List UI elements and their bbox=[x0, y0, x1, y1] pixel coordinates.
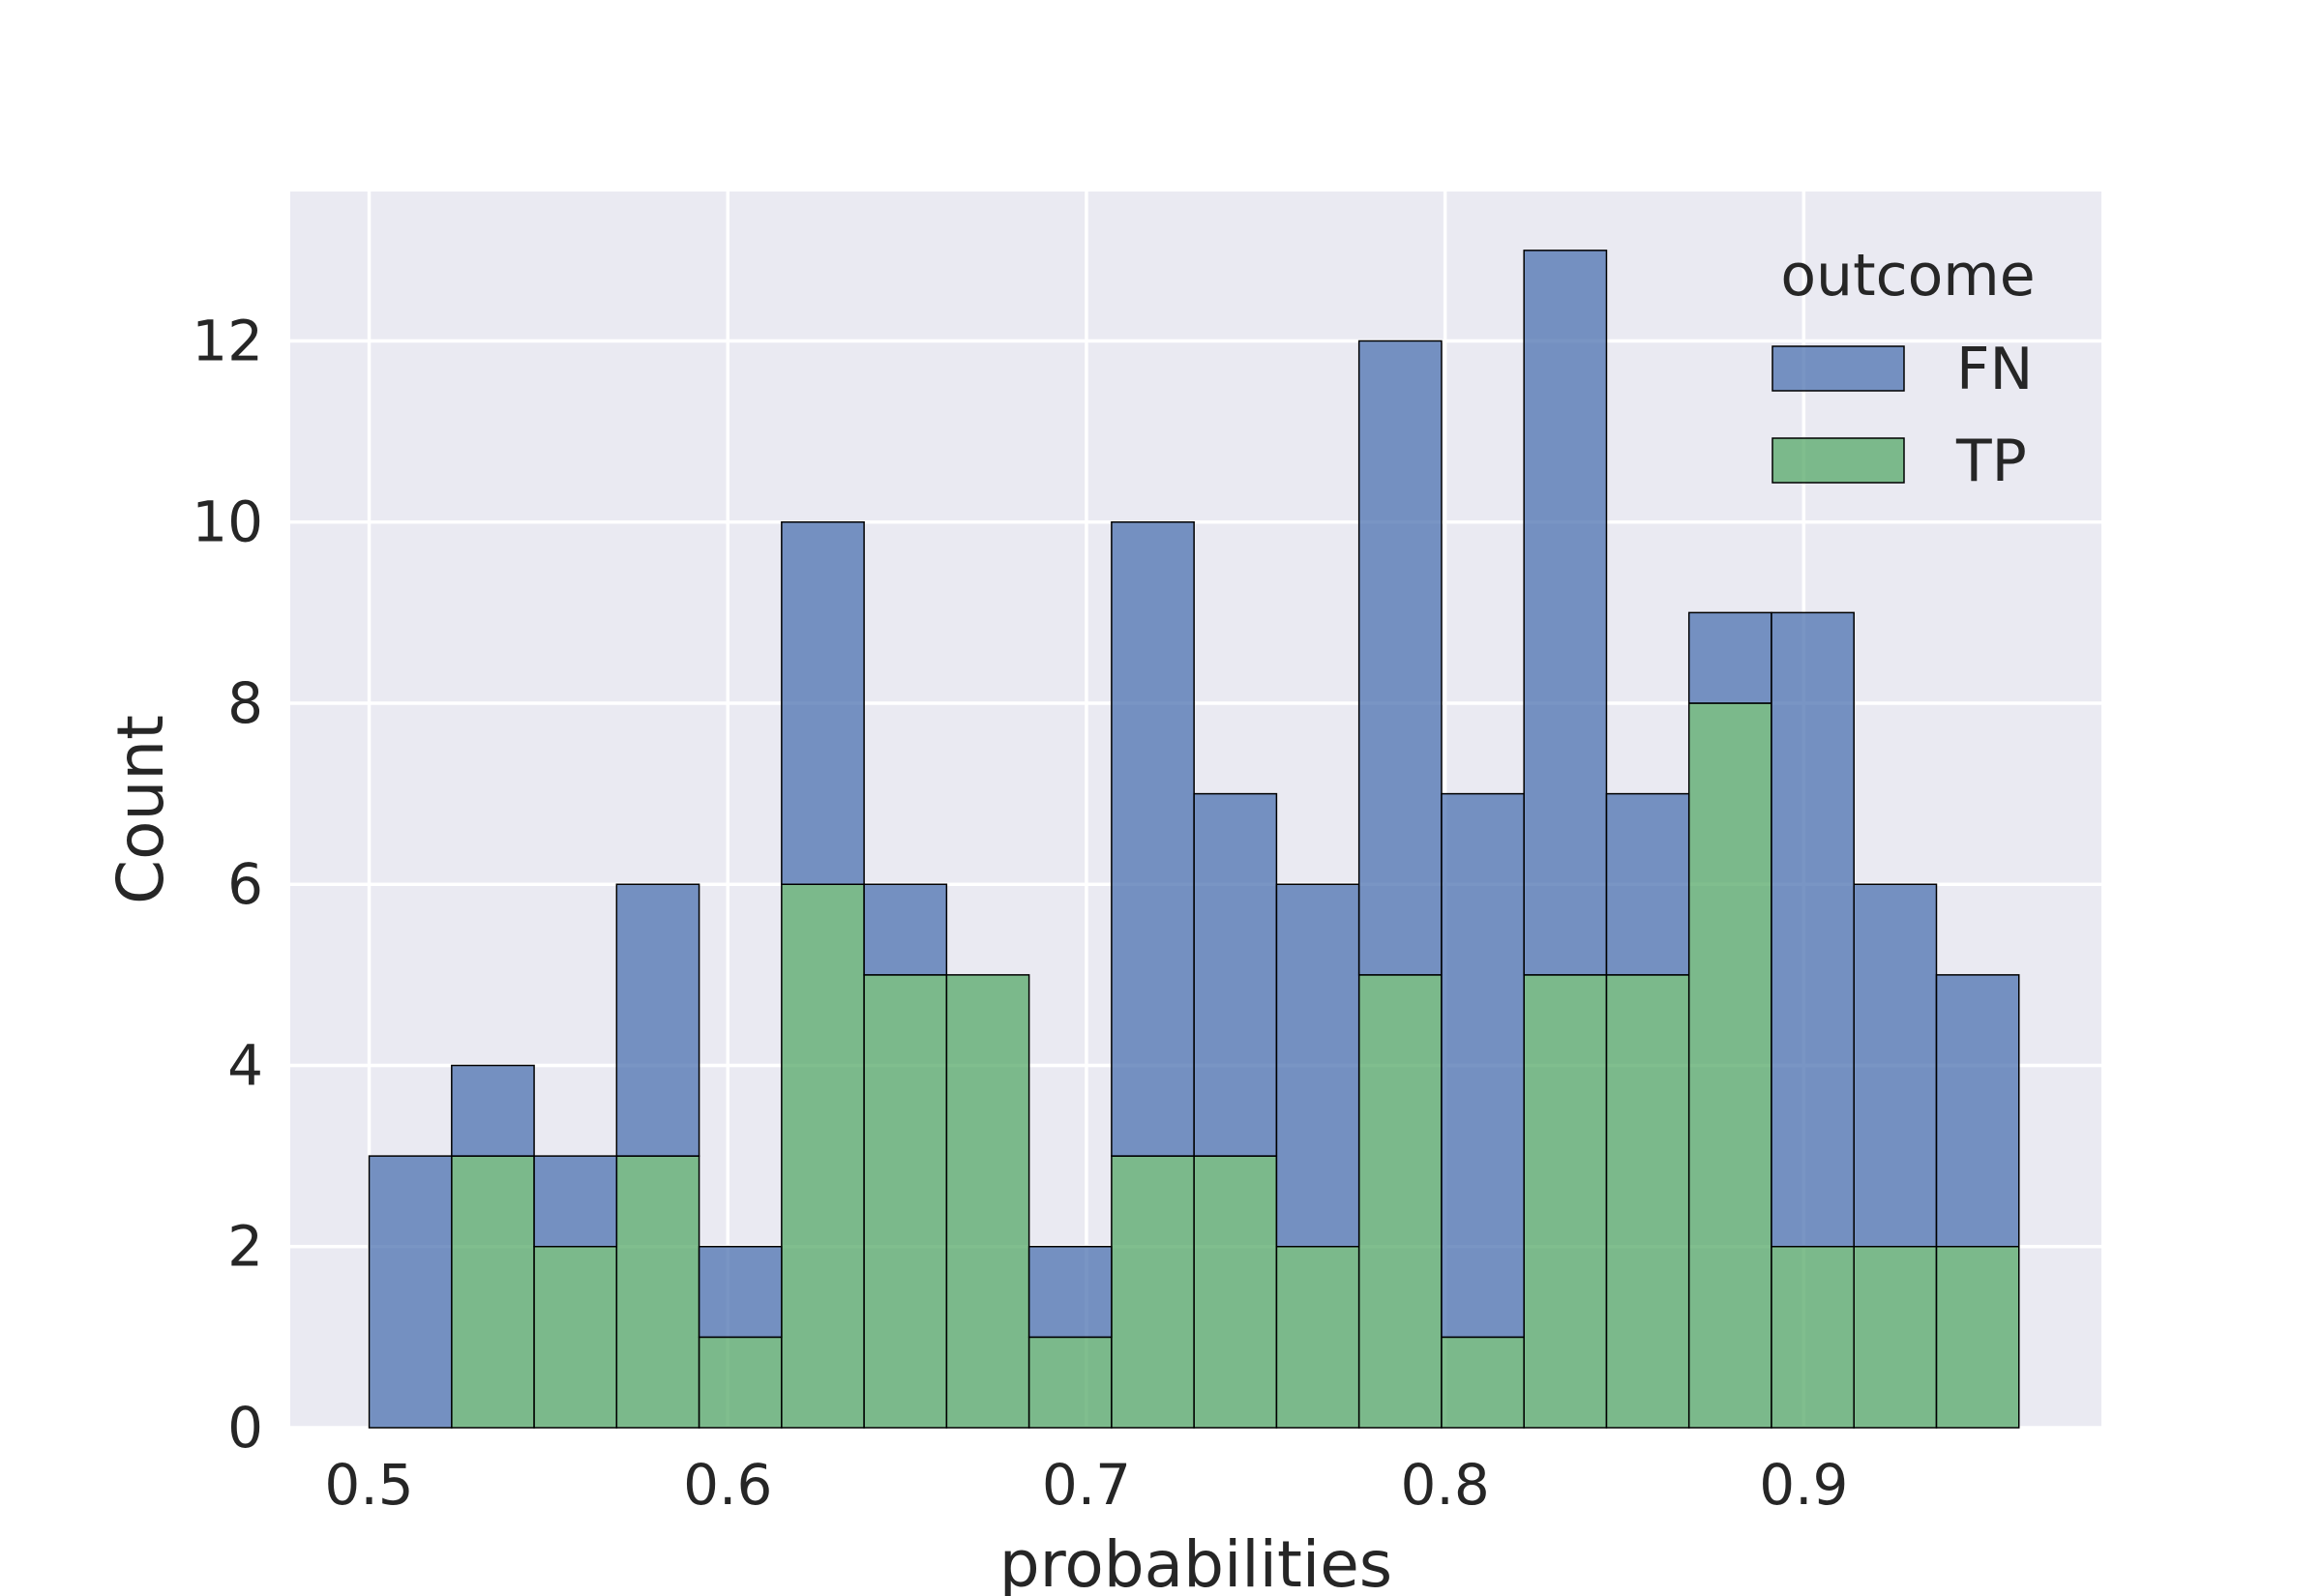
y-tick-label: 8 bbox=[227, 670, 263, 736]
bars bbox=[368, 250, 2020, 1429]
bar-fn bbox=[1853, 883, 1938, 1248]
legend: outcome FN TP bbox=[1771, 242, 2036, 495]
bar-fn bbox=[1193, 792, 1278, 1157]
bar-tp bbox=[1357, 974, 1443, 1429]
bar-fn bbox=[1111, 520, 1195, 1157]
bar-tp bbox=[1771, 1245, 1855, 1429]
bar-tp bbox=[1275, 1245, 1360, 1429]
x-tick-label: 0.6 bbox=[683, 1452, 772, 1518]
y-tick-label: 0 bbox=[227, 1395, 263, 1461]
y-tick-label: 2 bbox=[227, 1214, 263, 1280]
bar-fn bbox=[533, 1155, 618, 1248]
bar-tp bbox=[451, 1155, 535, 1429]
bar-fn bbox=[1935, 974, 2020, 1248]
legend-label-tp: TP bbox=[1955, 428, 2027, 495]
bar-tp bbox=[1027, 1336, 1113, 1429]
y-tick-label: 6 bbox=[227, 851, 263, 917]
legend-swatch-tp bbox=[1771, 437, 1905, 484]
bar-tp bbox=[1441, 1336, 1525, 1429]
bar-tp bbox=[1935, 1245, 2020, 1429]
x-tick-label: 0.8 bbox=[1401, 1452, 1490, 1518]
bar-fn bbox=[368, 1155, 453, 1429]
bar-fn bbox=[1605, 792, 1690, 976]
bar-fn bbox=[1771, 611, 1855, 1248]
bar-tp bbox=[945, 974, 1030, 1429]
bar-tp bbox=[1111, 1155, 1195, 1429]
x-tick-label: 0.7 bbox=[1042, 1452, 1131, 1518]
y-tick-label: 12 bbox=[192, 308, 263, 373]
bar-tp bbox=[1605, 974, 1690, 1429]
bar-tp bbox=[1853, 1245, 1938, 1429]
bar-tp bbox=[781, 883, 865, 1429]
bar-fn bbox=[1027, 1245, 1113, 1339]
y-tick-label: 4 bbox=[227, 1032, 263, 1098]
bar-fn bbox=[863, 883, 948, 976]
bar-tp bbox=[1687, 702, 1772, 1429]
bar-fn bbox=[451, 1064, 535, 1157]
y-tick-labels: 0 2 4 6 8 10 12 bbox=[192, 308, 263, 1461]
bar-fn bbox=[1357, 340, 1443, 976]
bar-tp bbox=[698, 1336, 783, 1429]
bar-fn bbox=[781, 520, 865, 885]
bar-tp bbox=[863, 974, 948, 1429]
bar-fn bbox=[1687, 611, 1772, 704]
bar-tp bbox=[615, 1155, 700, 1429]
legend-title: outcome bbox=[1780, 242, 2035, 310]
bar-fn bbox=[698, 1245, 783, 1339]
x-tick-label: 0.9 bbox=[1759, 1452, 1848, 1518]
bar-fn bbox=[1275, 883, 1360, 1248]
bar-fn bbox=[615, 883, 700, 1157]
y-axis-label: Count bbox=[104, 715, 178, 904]
bar-tp bbox=[533, 1245, 618, 1429]
x-axis-label: probabilities bbox=[999, 1527, 1392, 1596]
bar-fn bbox=[1523, 250, 1608, 976]
bar-tp bbox=[1193, 1155, 1278, 1429]
legend-swatch-fn bbox=[1771, 345, 1905, 392]
x-tick-labels: 0.5 0.6 0.7 0.8 0.9 bbox=[324, 1452, 1848, 1518]
legend-label-fn: FN bbox=[1956, 336, 2033, 403]
bar-fn bbox=[1441, 792, 1525, 1339]
x-tick-label: 0.5 bbox=[324, 1452, 413, 1518]
bar-tp bbox=[1523, 974, 1608, 1429]
y-tick-label: 10 bbox=[192, 489, 263, 555]
